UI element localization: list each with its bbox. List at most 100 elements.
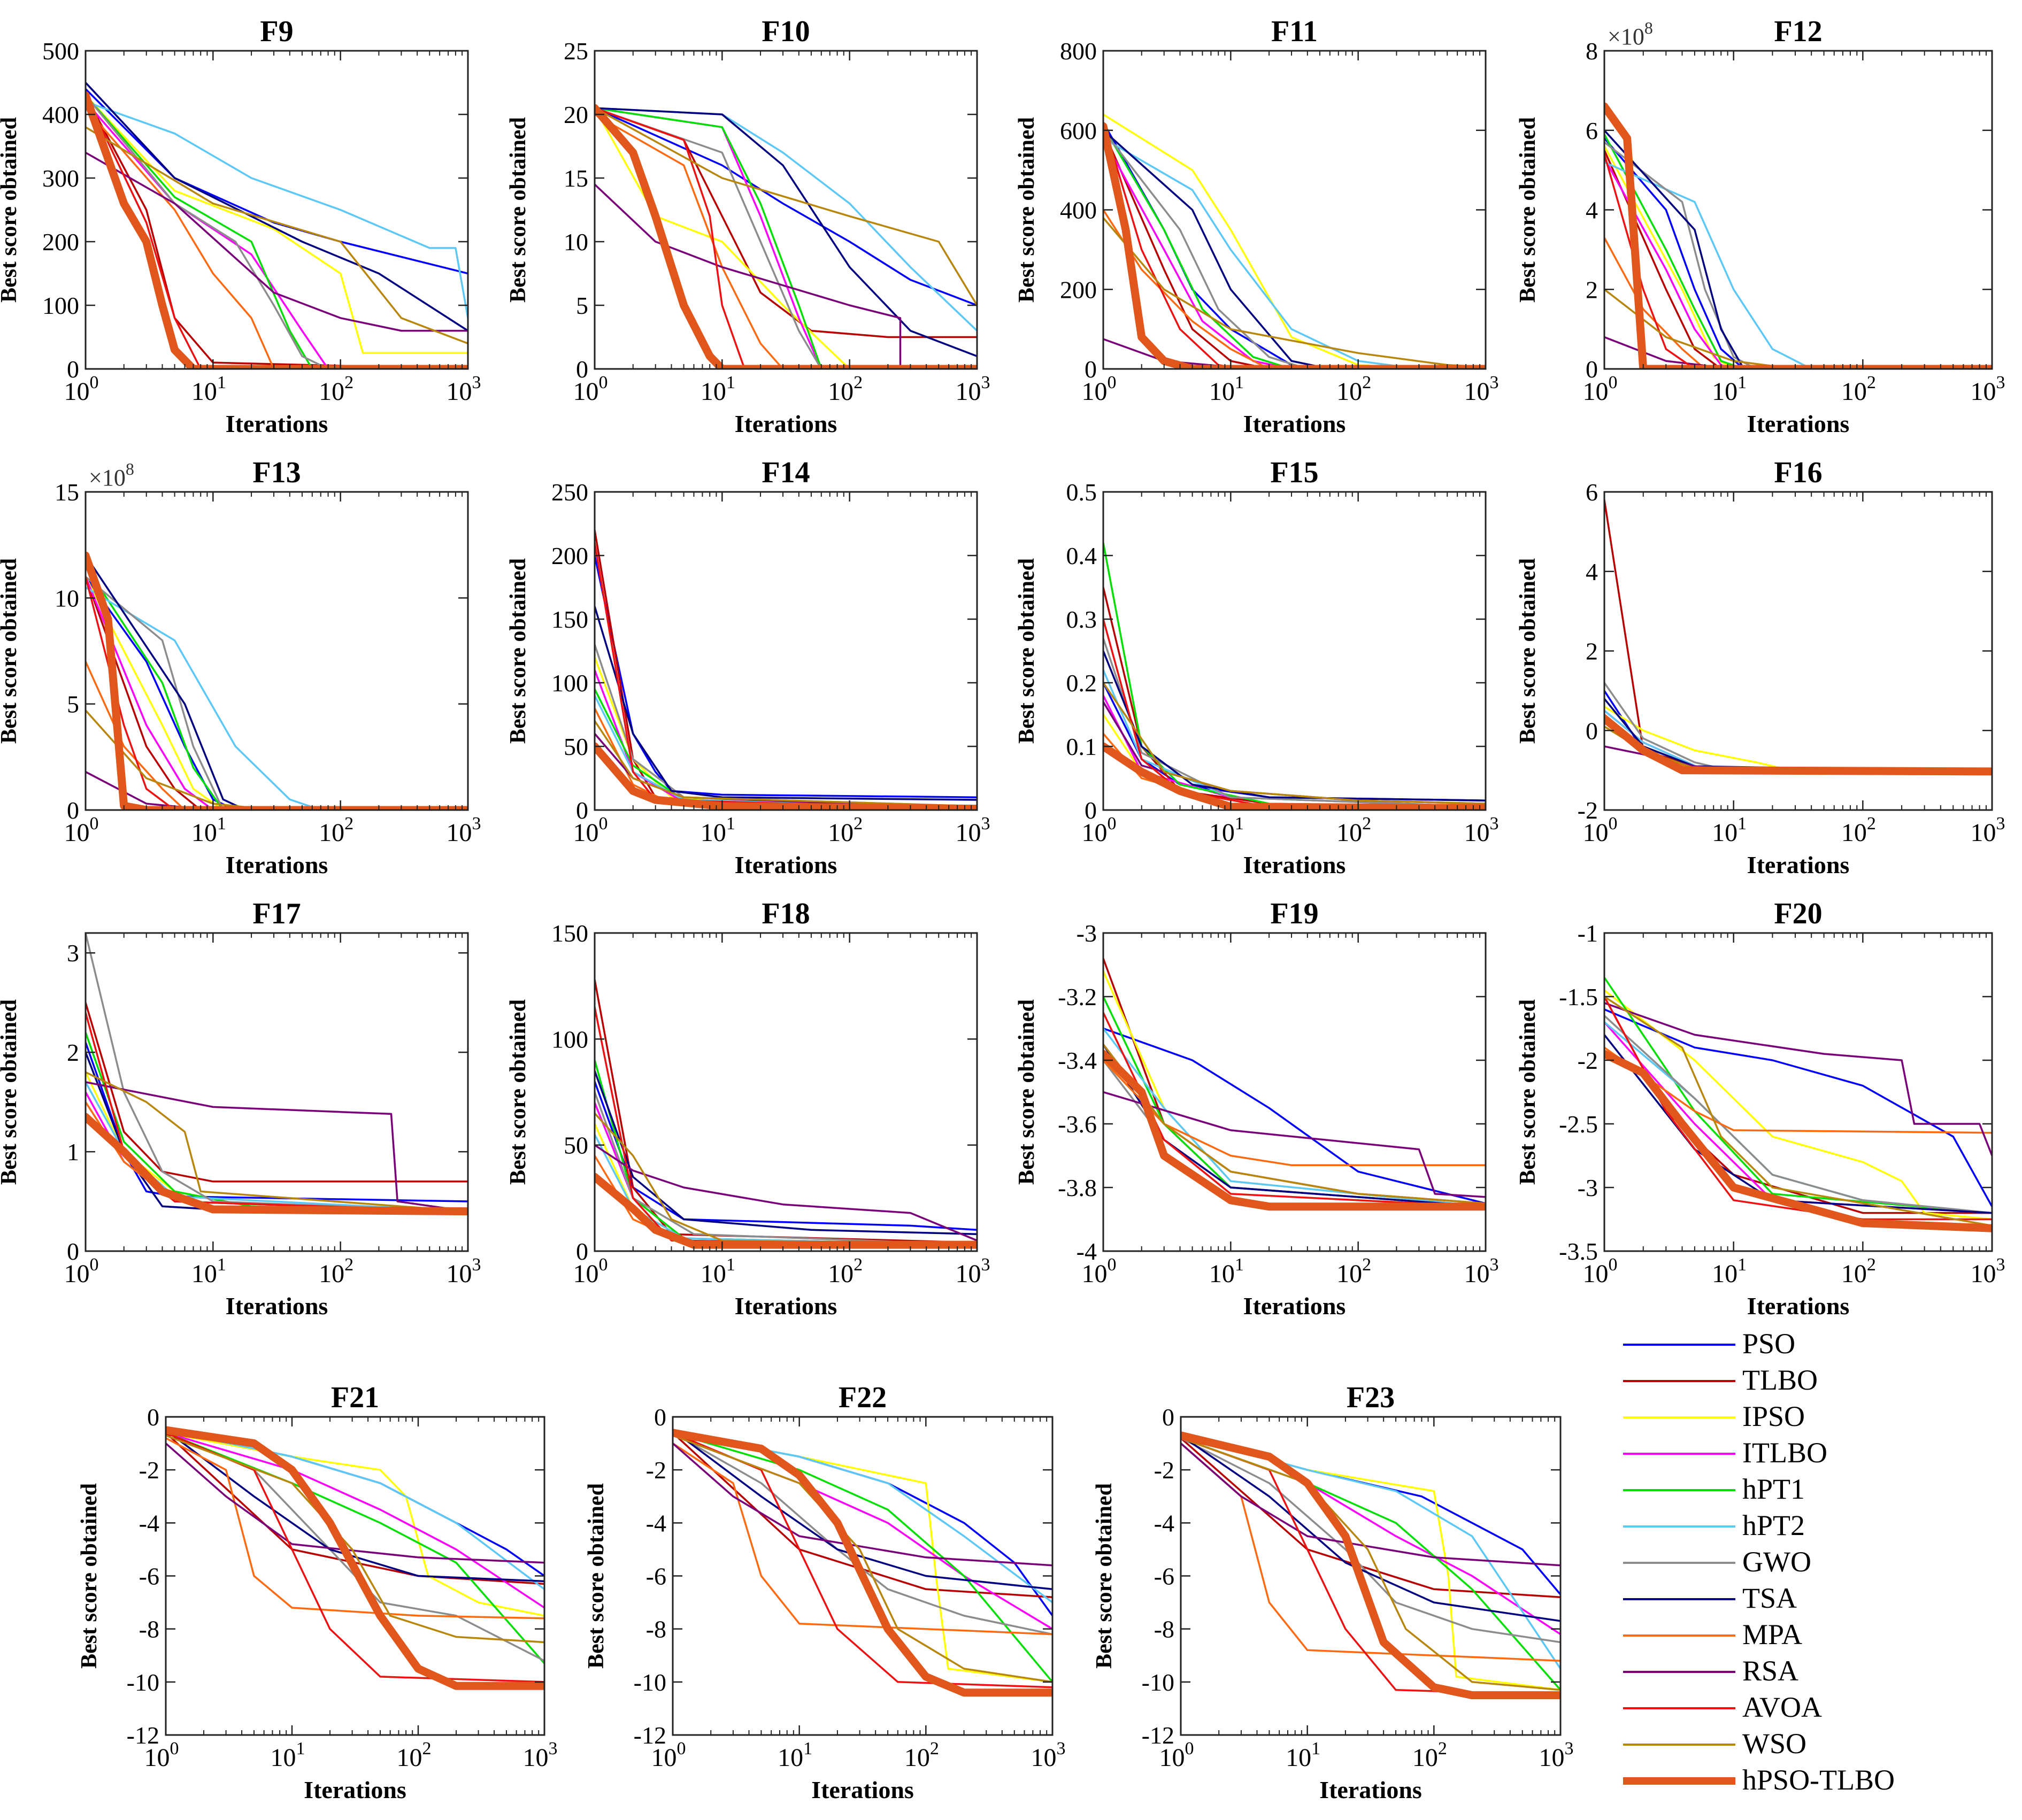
- y-tick-label: -2: [646, 1456, 666, 1484]
- legend-label: TSA: [1742, 1582, 1797, 1614]
- series-line-tsa: [1604, 129, 1992, 369]
- y-tick-label: -10: [634, 1669, 666, 1696]
- x-axis-label: Iterations: [1319, 1776, 1422, 1803]
- panel-title: F16: [1774, 456, 1822, 489]
- x-axis-label: Iterations: [735, 851, 837, 878]
- legend-swatch: [1623, 1777, 1735, 1785]
- series-line-tsa: [86, 81, 468, 332]
- series-line-rsa: [1181, 1442, 1560, 1567]
- y-tick-label: 0: [576, 356, 588, 383]
- x-axis-label: Iterations: [735, 1292, 837, 1320]
- series-line-hpso-tlbo: [595, 742, 977, 810]
- series-line-gwo: [595, 107, 977, 369]
- panel-f13: 100 101 102 103 0 5 10 15 ×108 F13 Iterations Best …: [0, 456, 481, 878]
- x-tick-label: 102: [1841, 373, 1876, 406]
- y-tick-label: 6: [1586, 117, 1598, 144]
- panel-f17: 100 101 102 103 0 1 2 3 F17 Iterations Best score …: [0, 897, 481, 1320]
- y-tick-label: 800: [1060, 37, 1097, 65]
- y-tick-label: 150: [551, 920, 588, 947]
- y-tick-label: -6: [139, 1563, 159, 1590]
- plot-area: [1604, 51, 1992, 369]
- panel-title: F17: [252, 897, 301, 930]
- x-tick-label: 101: [191, 373, 226, 406]
- series-line-tlbo: [1103, 129, 1486, 369]
- series-line-gwo: [1181, 1437, 1560, 1644]
- x-axis-label: Iterations: [304, 1776, 406, 1803]
- x-tick-label: 101: [191, 814, 226, 847]
- legend-label: MPA: [1742, 1618, 1803, 1651]
- x-tick-label: 103: [523, 1739, 558, 1772]
- x-tick-label: 101: [1209, 1255, 1244, 1288]
- panel-title: F20: [1774, 897, 1822, 930]
- series-group: [1604, 499, 1992, 776]
- y-tick-label: 100: [42, 292, 79, 319]
- series-line-hpt1: [86, 94, 468, 369]
- y-tick-label: -10: [127, 1669, 159, 1696]
- x-tick-label: 102: [319, 1255, 353, 1288]
- x-tick-label: 101: [271, 1739, 305, 1772]
- series-line-rsa: [86, 1081, 468, 1213]
- legend-label: TLBO: [1742, 1364, 1818, 1396]
- axes-frame: [1102, 491, 1487, 811]
- legend-item-mpa: MPA: [1620, 1617, 2016, 1653]
- y-tick-label: 0: [147, 1403, 159, 1431]
- y-tick-label: -1.5: [1559, 983, 1598, 1011]
- y-axis-label: Best score obtained: [1014, 558, 1039, 744]
- series-line-avoa: [86, 94, 468, 369]
- y-tick-label: -8: [1154, 1616, 1174, 1643]
- series-line-wso: [166, 1434, 544, 1644]
- y-tick-label: 6: [1586, 479, 1598, 506]
- series-line-wso: [86, 126, 468, 345]
- series-line-hpt1: [673, 1432, 1052, 1683]
- y-axis-label: Best score obtained: [506, 999, 531, 1185]
- legend-label: IPSO: [1742, 1400, 1805, 1432]
- x-tick-label: 101: [701, 814, 735, 847]
- x-tick-label: 100: [64, 1255, 99, 1288]
- panel-f21: 100 101 102 103 -12 -10 -8 -6 -4 -2 0 F21 Iterations…: [77, 1381, 558, 1803]
- series-line-hpso-tlbo: [1181, 1431, 1560, 1700]
- y-tick-label: -8: [139, 1616, 159, 1643]
- series-group: [1103, 113, 1486, 369]
- legend-label: hPT2: [1742, 1509, 1805, 1541]
- panel-f16: 100 101 102 103 -2 0 2 4 6 F16 Iterations Best scor…: [1516, 456, 2005, 878]
- x-tick-label: 103: [447, 1255, 481, 1288]
- x-tick-label: 100: [1583, 814, 1618, 847]
- x-tick-label: 103: [1539, 1739, 1574, 1772]
- x-tick-label: 100: [651, 1739, 686, 1772]
- series-line-mpa: [166, 1437, 544, 1620]
- series-line-gwo: [1604, 1014, 1992, 1214]
- series-line-ipso: [86, 94, 468, 354]
- x-tick-label: 103: [1464, 1255, 1499, 1288]
- series-line-hpso-tlbo: [1604, 714, 1992, 776]
- plot-area: [1103, 492, 1486, 810]
- series-line-hpso-tlbo: [1103, 1050, 1486, 1211]
- x-axis-label: Iterations: [1747, 410, 1850, 437]
- x-tick-label: 102: [1336, 373, 1371, 406]
- y-tick-label: 8: [1586, 37, 1598, 65]
- series-line-wso: [595, 720, 977, 807]
- panel-f14: 100 101 102 103 0 50 100 150 200 250 F14 Iterations…: [506, 456, 990, 878]
- panel-f10: 100 101 102 103 0 5 10 15 20 25 F10 Iterations Best …: [506, 15, 990, 437]
- x-tick-label: 103: [1971, 1255, 2005, 1288]
- y-tick-label: -2.5: [1559, 1110, 1598, 1138]
- x-axis-label: Iterations: [226, 410, 328, 437]
- series-line-tlbo: [1604, 149, 1992, 369]
- y-axis-label: Best score obtained: [77, 1483, 102, 1669]
- series-line-rsa: [595, 183, 977, 369]
- x-axis-label: Iterations: [1243, 851, 1346, 878]
- y-tick-label: -8: [646, 1616, 666, 1643]
- panel-f23: 100 101 102 103 -12 -10 -8 -6 -4 -2 0 F23 Iterations…: [1092, 1381, 1574, 1803]
- legend-item-rsa: RSA: [1620, 1653, 2016, 1690]
- y-tick-label: -12: [1142, 1722, 1174, 1749]
- legend: PSO TLBO IPSO ITLBO hPT1 hPT2 GWO TSA MPA RSA AVOA…: [1620, 1326, 2016, 1799]
- y-tick-label: -2: [1154, 1456, 1174, 1484]
- series-group: [1604, 976, 1992, 1232]
- legend-swatch: [1623, 1744, 1735, 1746]
- x-tick-label: 100: [1583, 1255, 1618, 1288]
- series-line-hpso-tlbo: [86, 1113, 468, 1216]
- x-tick-label: 102: [828, 814, 863, 847]
- series-group: [166, 1426, 544, 1690]
- x-tick-label: 101: [1286, 1739, 1320, 1772]
- x-tick-label: 100: [573, 1255, 608, 1288]
- axes-frame: [84, 932, 469, 1252]
